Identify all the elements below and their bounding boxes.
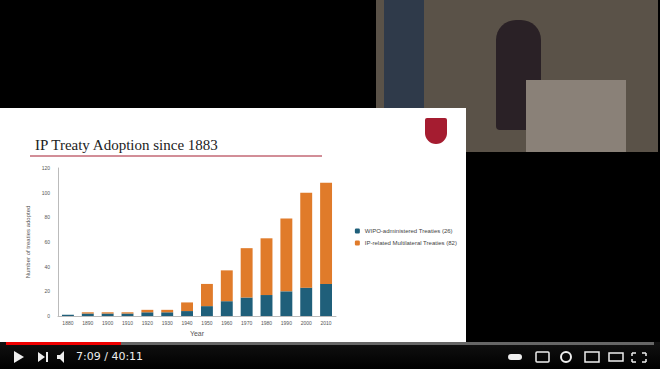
svg-text:IP Treaty Adoption since 1883: IP Treaty Adoption since 1883: [35, 137, 218, 153]
svg-text:1940: 1940: [182, 320, 193, 326]
svg-text:120: 120: [42, 165, 51, 171]
svg-text:100: 100: [42, 190, 51, 196]
svg-text:1920: 1920: [142, 320, 153, 326]
svg-text:WIPO-administered Treaties (26: WIPO-administered Treaties (26): [365, 228, 453, 234]
svg-text:80: 80: [44, 214, 50, 220]
svg-text:1900: 1900: [102, 320, 113, 326]
svg-text:0: 0: [47, 313, 50, 319]
html-text:7:09 / 40:11: 7:09 / 40:11: [76, 350, 144, 363]
svg-text:Year: Year: [190, 330, 205, 337]
svg-text:2000: 2000: [301, 320, 312, 326]
svg-text:1950: 1950: [201, 320, 212, 326]
svg-text:1910: 1910: [122, 320, 133, 326]
svg-text:2010: 2010: [321, 320, 332, 326]
svg-text:20: 20: [44, 288, 50, 294]
svg-text:1960: 1960: [221, 320, 232, 326]
svg-text:1890: 1890: [82, 320, 93, 326]
svg-text:1930: 1930: [162, 320, 173, 326]
svg-text:1980: 1980: [261, 320, 272, 326]
svg-text:1990: 1990: [281, 320, 292, 326]
svg-text:1880: 1880: [62, 320, 73, 326]
svg-text:IP-related Multilateral Treati: IP-related Multilateral Treaties (82): [365, 240, 457, 246]
svg-text:40: 40: [44, 264, 50, 270]
svg-text:Number of treaties adopted: Number of treaties adopted: [25, 206, 31, 279]
svg-text:60: 60: [44, 239, 50, 245]
svg-text:1970: 1970: [241, 320, 252, 326]
